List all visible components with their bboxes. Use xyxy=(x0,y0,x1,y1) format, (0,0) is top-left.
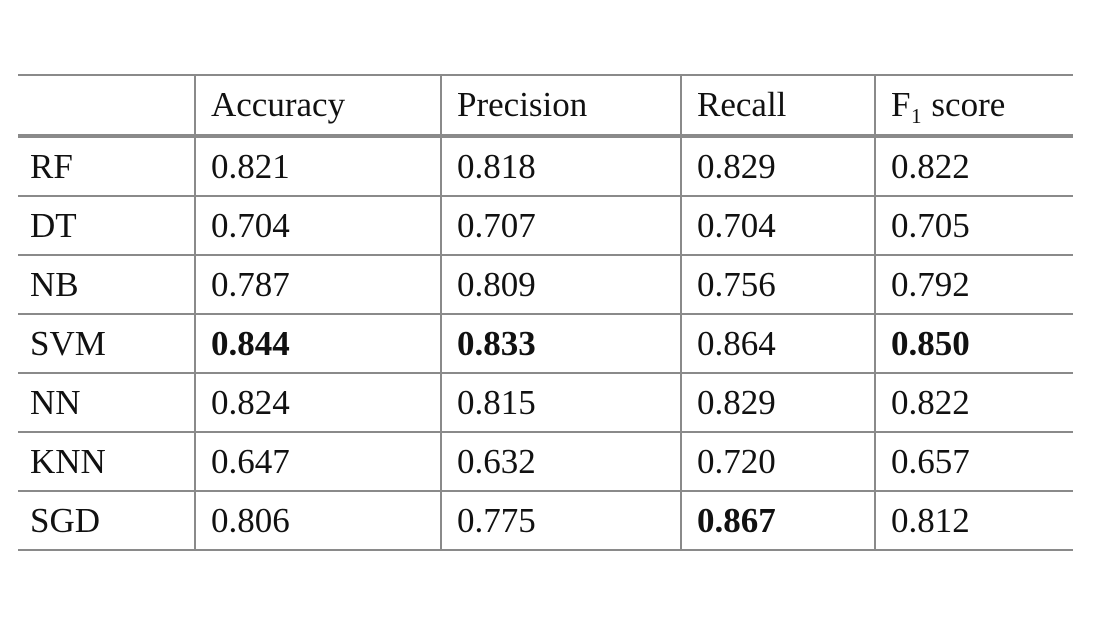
column-header: Precision xyxy=(440,75,681,138)
table-row: NB 0.787 0.809 0.756 0.792 xyxy=(18,255,1073,315)
metric-cell: 0.815 xyxy=(440,373,681,433)
table-row: DT 0.704 0.707 0.704 0.705 xyxy=(18,196,1073,256)
metric-cell: 0.824 xyxy=(194,373,441,433)
table-row: SGD 0.806 0.775 0.867 0.812 xyxy=(18,491,1073,551)
model-name: RF xyxy=(18,136,195,197)
model-name: KNN xyxy=(18,432,195,492)
corner-cell xyxy=(18,75,195,138)
metric-cell: 0.756 xyxy=(680,255,875,315)
model-name: SVM xyxy=(18,314,195,374)
metric-cell: 0.822 xyxy=(874,373,1073,433)
table-row: SVM 0.844 0.833 0.864 0.850 xyxy=(18,314,1073,374)
metric-cell: 0.775 xyxy=(440,491,681,551)
metric-cell: 0.818 xyxy=(440,136,681,197)
metric-cell: 0.821 xyxy=(194,136,441,197)
metric-cell: 0.657 xyxy=(874,432,1073,492)
metric-cell: 0.705 xyxy=(874,196,1073,256)
column-header: Recall xyxy=(680,75,875,138)
metric-cell: 0.822 xyxy=(874,136,1073,197)
metric-cell: 0.707 xyxy=(440,196,681,256)
table-body: RF 0.821 0.818 0.829 0.822 DT 0.704 0.707 0.704 0… xyxy=(18,136,1073,551)
metric-cell: 0.704 xyxy=(194,196,441,256)
metric-cell: 0.809 xyxy=(440,255,681,315)
metric-cell: 0.720 xyxy=(680,432,875,492)
metric-cell: 0.704 xyxy=(680,196,875,256)
metric-cell: 0.864 xyxy=(680,314,875,374)
model-name: NN xyxy=(18,373,195,433)
metric-cell: 0.787 xyxy=(194,255,441,315)
metric-cell: 0.812 xyxy=(874,491,1073,551)
metric-cell: 0.850 xyxy=(874,314,1073,374)
column-header: Accuracy xyxy=(194,75,441,138)
column-header: F₁ score xyxy=(874,75,1073,138)
table-row: RF 0.821 0.818 0.829 0.822 xyxy=(18,136,1073,197)
metric-cell: 0.833 xyxy=(440,314,681,374)
metric-cell: 0.829 xyxy=(680,373,875,433)
header-row: Accuracy Precision Recall F₁ score xyxy=(18,75,1073,138)
metric-cell: 0.806 xyxy=(194,491,441,551)
metric-cell: 0.867 xyxy=(680,491,875,551)
metric-cell: 0.647 xyxy=(194,432,441,492)
table-row: NN 0.824 0.815 0.829 0.822 xyxy=(18,373,1073,433)
metric-cell: 0.792 xyxy=(874,255,1073,315)
metric-cell: 0.829 xyxy=(680,136,875,197)
metric-cell: 0.844 xyxy=(194,314,441,374)
results-table: Accuracy Precision Recall F₁ score RF 0.821 0… xyxy=(18,74,1073,551)
model-name: DT xyxy=(18,196,195,256)
model-name: NB xyxy=(18,255,195,315)
model-name: SGD xyxy=(18,491,195,551)
metric-cell: 0.632 xyxy=(440,432,681,492)
table-row: KNN 0.647 0.632 0.720 0.657 xyxy=(18,432,1073,492)
